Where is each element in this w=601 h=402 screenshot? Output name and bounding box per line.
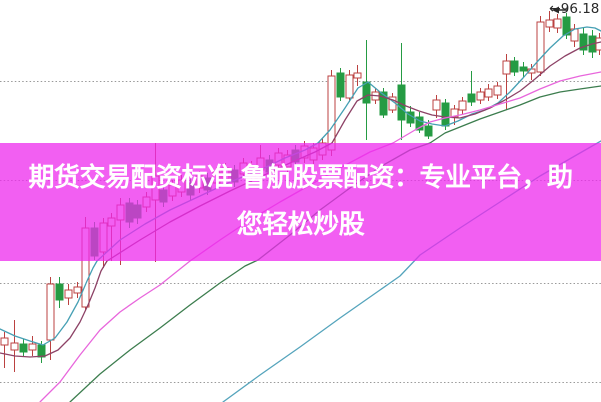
candle xyxy=(536,16,545,76)
ad-banner-text-line1: 期货交易配资标准 鲁航股票配资：专业平台，助 xyxy=(28,163,573,193)
candle xyxy=(0,332,9,368)
candle xyxy=(570,24,579,47)
candle xyxy=(55,277,64,308)
price-label: 96.18 xyxy=(560,1,600,17)
candle xyxy=(562,13,571,39)
candle xyxy=(353,65,362,86)
candle xyxy=(545,11,554,32)
candle xyxy=(484,84,493,101)
candle xyxy=(46,277,55,360)
candle xyxy=(476,88,485,104)
candle xyxy=(432,95,441,118)
candle xyxy=(10,320,19,372)
ma-fast-teal xyxy=(0,26,601,346)
candle xyxy=(379,88,388,118)
ad-banner-overlay[interactable]: 期货交易配资标准 鲁航股票配资：专业平台，助 您轻松炒股 xyxy=(0,143,601,261)
candle xyxy=(336,68,345,101)
candle xyxy=(510,57,519,76)
candle xyxy=(73,282,82,298)
candle xyxy=(553,14,562,33)
candle xyxy=(28,336,37,356)
ma-mid-maroon xyxy=(0,41,601,358)
candle xyxy=(362,40,371,140)
ad-banner-text-line2: 您轻松炒股 xyxy=(236,210,365,240)
candle xyxy=(19,339,28,357)
candle xyxy=(64,284,73,305)
candle xyxy=(493,82,502,99)
candle xyxy=(458,97,467,114)
annotation-arrow xyxy=(552,6,568,14)
price-annotation: ←96.18 xyxy=(549,1,600,17)
candle xyxy=(579,28,588,55)
candle xyxy=(415,112,424,133)
candle xyxy=(467,71,476,106)
candle xyxy=(397,43,406,140)
left-arrow-icon: ← xyxy=(549,1,561,17)
candle xyxy=(502,54,511,110)
candle xyxy=(595,33,601,55)
